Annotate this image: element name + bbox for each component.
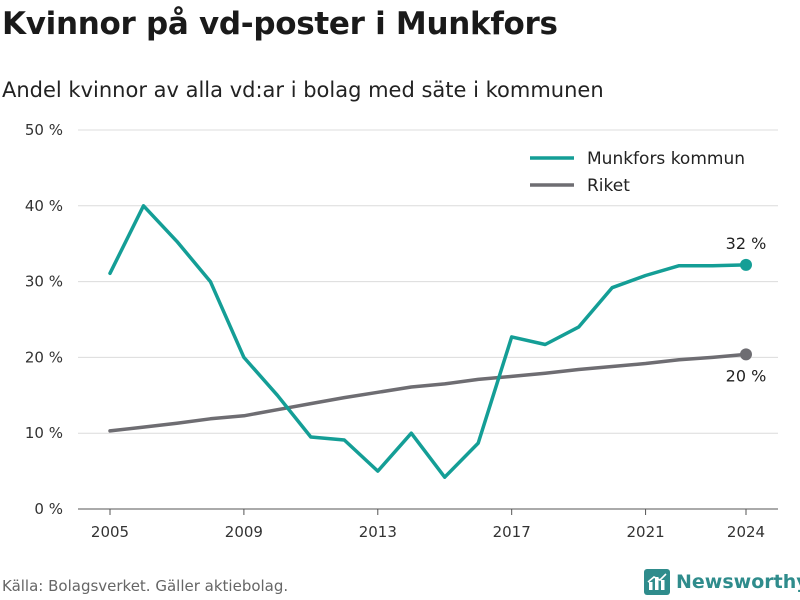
y-tick-label: 30 % <box>25 273 63 291</box>
series-lines <box>108 204 752 479</box>
source-note: Källa: Bolagsverket. Gäller aktiebolag. <box>2 577 289 595</box>
series-line <box>108 352 748 433</box>
y-tick-label: 20 % <box>25 348 63 366</box>
bar-chart-logo-icon <box>644 569 670 595</box>
brand-logo: Newsworthy <box>644 569 800 595</box>
series-end-point <box>740 258 752 271</box>
y-axis-ticks: 0 % 10 % 20 % 30 % 40 % 50 % <box>25 121 63 518</box>
x-axis-ticks: 2005 2009 2013 2017 2021 2024 <box>91 509 765 541</box>
series-line <box>108 204 748 479</box>
series-end-point <box>740 348 752 361</box>
x-tick-label: 2021 <box>626 523 664 541</box>
x-tick-label: 2009 <box>225 523 263 541</box>
chart-subtitle: Andel kvinnor av alla vd:ar i bolag med … <box>2 78 604 102</box>
x-tick-label: 2013 <box>359 523 397 541</box>
end-labels: 32 % 20 % <box>726 234 767 385</box>
y-tick-label: 10 % <box>25 424 63 442</box>
legend-label: Riket <box>587 176 630 196</box>
chart-title: Kvinnor på vd-poster i Munkfors <box>2 6 558 42</box>
legend-label: Munkfors kommun <box>587 149 745 169</box>
brand-name: Newsworthy <box>676 571 800 593</box>
gridlines <box>78 129 778 510</box>
x-tick-label: 2017 <box>493 523 531 541</box>
x-tick-label: 2024 <box>727 523 765 541</box>
end-value-label: 20 % <box>726 366 767 385</box>
y-tick-label: 0 % <box>34 500 63 518</box>
x-tick-label: 2005 <box>91 523 129 541</box>
legend: Munkfors kommun Riket <box>530 149 745 196</box>
y-tick-label: 50 % <box>25 121 63 139</box>
end-value-label: 32 % <box>726 234 767 253</box>
y-tick-label: 40 % <box>25 197 63 215</box>
